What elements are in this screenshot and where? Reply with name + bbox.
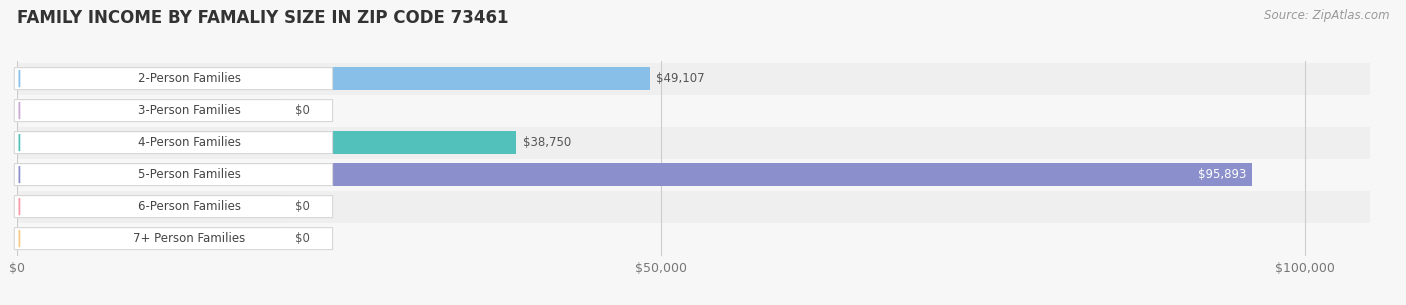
Text: 5-Person Families: 5-Person Families <box>138 168 240 181</box>
Bar <box>17 131 516 154</box>
Text: 3-Person Families: 3-Person Families <box>138 104 240 117</box>
Text: $95,893: $95,893 <box>1198 168 1246 181</box>
Bar <box>17 163 1253 186</box>
Bar <box>17 99 285 122</box>
Bar <box>17 228 285 250</box>
FancyBboxPatch shape <box>14 132 333 154</box>
Text: $0: $0 <box>295 104 309 117</box>
Text: 2-Person Families: 2-Person Families <box>138 72 240 85</box>
Text: $49,107: $49,107 <box>657 72 704 85</box>
Bar <box>17 196 285 218</box>
Bar <box>17 127 1369 159</box>
Bar <box>17 223 1369 255</box>
Bar <box>17 67 650 90</box>
Text: 4-Person Families: 4-Person Families <box>138 136 240 149</box>
FancyBboxPatch shape <box>14 163 333 185</box>
Text: FAMILY INCOME BY FAMALIY SIZE IN ZIP CODE 73461: FAMILY INCOME BY FAMALIY SIZE IN ZIP COD… <box>17 9 509 27</box>
Text: $0: $0 <box>295 232 309 245</box>
Text: 7+ Person Families: 7+ Person Families <box>134 232 246 245</box>
Bar <box>17 159 1369 191</box>
Text: 6-Person Families: 6-Person Families <box>138 200 240 213</box>
Bar <box>17 95 1369 127</box>
Bar <box>17 191 1369 223</box>
Text: $38,750: $38,750 <box>523 136 571 149</box>
FancyBboxPatch shape <box>14 196 333 217</box>
Text: $0: $0 <box>295 200 309 213</box>
Text: Source: ZipAtlas.com: Source: ZipAtlas.com <box>1264 9 1389 22</box>
FancyBboxPatch shape <box>14 68 333 90</box>
Bar <box>17 63 1369 95</box>
FancyBboxPatch shape <box>14 100 333 122</box>
FancyBboxPatch shape <box>14 228 333 249</box>
